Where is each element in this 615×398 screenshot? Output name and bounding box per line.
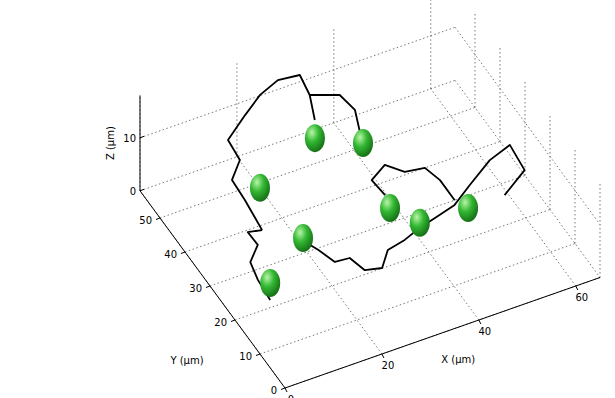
x-tick-label: 60 xyxy=(575,292,588,303)
y-axis-label: Y (µm) xyxy=(169,355,203,366)
z-tick-label: 0 xyxy=(130,186,136,197)
z-tick xyxy=(140,136,144,138)
z-axis xyxy=(140,95,141,190)
axes: 0 20 40 60 0 10 20 30 40 50 0 10 xyxy=(123,95,600,398)
grid-line xyxy=(455,27,600,224)
grid-line xyxy=(160,108,475,219)
x-tick xyxy=(576,286,578,290)
y-tick xyxy=(256,354,260,356)
trajectory xyxy=(372,165,455,200)
grid-line xyxy=(575,148,576,243)
cell xyxy=(260,269,280,297)
grid-line xyxy=(334,123,479,320)
grid-line xyxy=(475,12,476,107)
z-tick xyxy=(140,189,144,191)
y-tick-label: 10 xyxy=(239,351,252,362)
y-tick-label: 20 xyxy=(214,317,227,328)
trajectory xyxy=(420,145,525,228)
grid-line xyxy=(140,191,285,388)
x-axis-label: X (µm) xyxy=(441,354,475,365)
cell xyxy=(250,174,270,202)
grid-line xyxy=(237,157,382,354)
z-tick-label: 10 xyxy=(123,133,136,144)
plot-area xyxy=(228,75,525,300)
y-tick xyxy=(281,388,285,390)
x-tick-label: 0 xyxy=(288,394,294,398)
cell xyxy=(380,194,400,222)
grid-line xyxy=(285,278,600,389)
y-tick-label: 30 xyxy=(189,283,202,294)
cell xyxy=(458,194,478,222)
x-tick-label: 20 xyxy=(382,360,395,371)
y-tick-label: 50 xyxy=(139,215,152,226)
grid-line xyxy=(260,244,575,355)
grid-line xyxy=(140,27,455,138)
chart: 0 20 40 60 0 10 20 30 40 50 0 10 X (µm) Y (µm) Z (µm) xyxy=(0,0,615,398)
grid-line xyxy=(600,182,601,277)
y-tick-label: 0 xyxy=(271,385,277,396)
y-tick xyxy=(156,218,160,220)
y-tick xyxy=(206,286,210,288)
grid-line xyxy=(525,80,526,175)
x-tick xyxy=(382,354,384,358)
grid xyxy=(140,0,600,388)
y-axis xyxy=(140,191,285,388)
cell xyxy=(353,129,373,157)
trajectory xyxy=(302,228,420,270)
x-axis xyxy=(285,278,600,389)
grid-line xyxy=(140,80,455,191)
x-tick xyxy=(479,320,481,324)
grid-line xyxy=(333,27,334,122)
grid-line xyxy=(140,95,141,190)
y-tick xyxy=(181,252,185,254)
cell xyxy=(410,209,430,237)
grid-line xyxy=(455,80,600,277)
grid-line xyxy=(236,61,237,156)
cell xyxy=(305,124,325,152)
z-axis-label: Z (µm) xyxy=(105,126,116,160)
grid-line xyxy=(500,46,501,141)
grid-line xyxy=(430,0,431,89)
trajectory xyxy=(228,75,315,230)
cell xyxy=(293,224,313,252)
x-tick xyxy=(285,388,287,392)
y-tick-label: 40 xyxy=(164,249,177,260)
grid-line xyxy=(185,142,500,253)
grid-line xyxy=(550,114,551,209)
x-tick-label: 40 xyxy=(478,326,491,337)
grid-line xyxy=(235,210,550,321)
grid-line xyxy=(431,89,576,286)
y-tick xyxy=(231,320,235,322)
